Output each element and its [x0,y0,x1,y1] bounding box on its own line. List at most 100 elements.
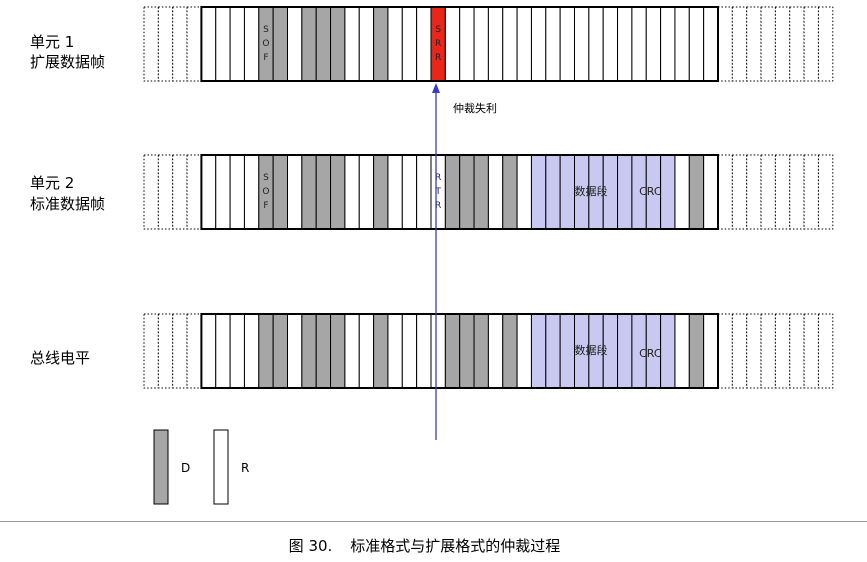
frame-outline [200,313,719,389]
recessive-bit [602,6,619,82]
row-bus-level: 总线电平 数据段 CRC [30,313,834,389]
recessive-bit [530,6,547,82]
recessive-bit [243,154,260,230]
figure-number: 图 30. [288,537,333,555]
idle-bit [172,6,188,82]
crc-segment-label: CRC [639,185,662,198]
dominant-bit [272,313,288,389]
idle-bit [717,6,733,82]
recessive-bit [416,313,432,389]
dominant-bit [459,154,475,230]
dominant-bit [502,154,518,230]
recessive-bit [215,6,231,82]
recessive-bit [200,6,217,82]
dominant-bit [688,313,705,389]
figure-caption: 图 30. 标准格式与扩展格式的仲裁过程 [0,535,867,556]
idle-bit [789,313,805,389]
recessive-bit [344,6,360,82]
dominant-bit [272,6,288,82]
legend-dominant-swatch [153,429,169,505]
recessive-bit [703,6,719,82]
sof-letter: F [263,201,268,211]
idle-bit [817,313,834,389]
idle-bit [731,6,748,82]
idle-bit [746,313,762,389]
sof-letter: O [262,187,269,197]
arbitration-lost-label: 仲裁失利 [453,101,497,115]
recessive-bit [243,6,260,82]
figure-title: 标准格式与扩展格式的仲裁过程 [350,537,561,555]
recessive-bit [416,154,432,230]
recessive-bit [287,154,303,230]
recessive-bit [516,154,532,230]
idle-bit [731,154,748,230]
dominant-bit [315,313,332,389]
dominant-bit [473,154,489,230]
recessive-bit [487,6,504,82]
idle-bit [172,154,188,230]
recessive-bit [358,6,375,82]
idle-bit [186,6,202,82]
row-label-line: 扩展数据帧 [30,53,105,71]
frame-outline [200,154,719,230]
data-bit [660,154,676,230]
idle-bit [717,313,733,389]
recessive-bit [430,313,446,389]
row-label-line: 总线电平 [30,349,90,367]
row-label-line: 标准数据帧 [30,195,105,213]
idle-bit [760,6,776,82]
idle-bit [774,6,791,82]
dominant-bit [459,313,475,389]
data-bit [530,154,547,230]
recessive-bit [416,6,432,82]
idle-bit [746,6,762,82]
recessive-bit [703,154,719,230]
row-label-line: 单元 2 [30,174,74,192]
sof-letter: F [263,53,268,63]
recessive-bit [703,313,719,389]
recessive-bit [215,313,231,389]
idle-bit [186,154,202,230]
data-bit [559,154,576,230]
recessive-bit [660,6,676,82]
dominant-bit [444,154,461,230]
idle-bit [143,313,159,389]
dominant-bit [315,6,332,82]
idle-bit [774,154,791,230]
legend-recessive-label: R [241,461,249,475]
legend-dominant-label: D [181,461,190,475]
recessive-bit [574,6,590,82]
dominant-bit [315,154,332,230]
recessive-bit [344,313,360,389]
dominant-bit [301,6,317,82]
dominant-bit [330,6,346,82]
dominant-bit [373,6,389,82]
recessive-bit [617,6,633,82]
data-bit [530,313,547,389]
data-bit [545,154,561,230]
crc-segment-label: CRC [639,347,662,360]
idle-bit [172,313,188,389]
bit-cells: SOF RTR 数据段 CRC [143,154,834,230]
rtr-letter: R [435,173,441,183]
recessive-bit [559,6,576,82]
recessive-bit [358,313,375,389]
recessive-bit [487,313,504,389]
data-bit [617,154,633,230]
rtr-letter: T [434,187,441,197]
recessive-bit [229,313,245,389]
sof-letter: O [262,39,269,49]
dominant-bit [301,154,317,230]
sof-letter: S [263,173,269,183]
idle-bit [731,313,748,389]
idle-bit [157,313,174,389]
data-bit [660,313,676,389]
dominant-bit [473,313,489,389]
caption-divider [0,521,867,522]
recessive-bit [200,313,217,389]
data-bit [559,313,576,389]
recessive-bit [387,313,403,389]
recessive-bit [229,154,245,230]
